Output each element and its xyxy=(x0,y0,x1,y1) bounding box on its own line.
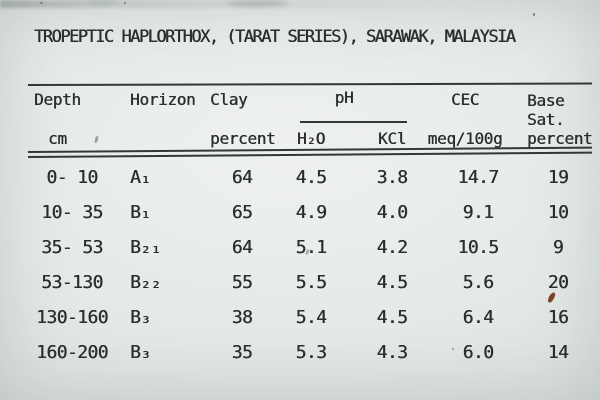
col-header-depth-unit: cm xyxy=(48,129,67,148)
cell-ph-h2o: 5.4 xyxy=(295,307,327,328)
table-row: 10- 35 B₁ 65 4.9 4.0 9.1 10 xyxy=(28,195,592,230)
cell-cec: 6.4 xyxy=(462,307,494,328)
dust-speck xyxy=(533,13,535,16)
table-top-rule xyxy=(27,82,593,87)
cell-depth: 160-200 xyxy=(36,342,108,363)
cell-depth: 10- 35 xyxy=(41,202,103,223)
cell-clay: 64 xyxy=(231,167,253,188)
cell-ph-kcl: 4.3 xyxy=(376,342,408,363)
cell-cec: 9.1 xyxy=(462,202,494,223)
slide-title: TROPEPTIC HAPLORTHOX, (TARAT SERIES), SA… xyxy=(34,27,516,47)
cell-ph-h2o: 5.1 xyxy=(295,237,327,258)
cell-ph-kcl: 4.0 xyxy=(376,202,408,223)
col-header-clay-unit: percent xyxy=(210,129,276,148)
photo-top-edge-shadow xyxy=(0,0,600,8)
cell-horizon: B₂₂ xyxy=(130,272,161,293)
col-header-base-sat: Base xyxy=(527,91,565,110)
cell-cec: 5.6 xyxy=(462,272,494,293)
cell-ph-kcl: 3.8 xyxy=(376,167,408,188)
cell-clay: 55 xyxy=(231,272,253,293)
cell-cec: 10.5 xyxy=(457,237,500,258)
cell-ph-h2o: 5.5 xyxy=(295,272,327,293)
cell-ph-kcl: 4.2 xyxy=(376,237,408,258)
table-row: 0- 10 A₁ 64 4.5 3.8 14.7 19 xyxy=(28,160,592,195)
col-header-ph-h2o: H₂O xyxy=(297,129,325,148)
cell-depth: 0- 10 xyxy=(46,167,98,188)
cell-ph-kcl: 4.5 xyxy=(376,307,408,328)
col-group-header-ph: pH xyxy=(334,88,354,107)
cell-depth: 53-130 xyxy=(41,272,103,293)
cell-clay: 64 xyxy=(231,237,253,258)
col-header-base-sat: Sat. xyxy=(527,110,565,129)
cell-base-sat: 14 xyxy=(547,342,569,363)
table-body: 0- 10 A₁ 64 4.5 3.8 14.7 19 10- 35 B₁ 65… xyxy=(28,160,592,370)
cell-horizon: B₃ xyxy=(130,307,151,328)
col-header-depth: Depth xyxy=(34,90,81,109)
cell-base-sat: 9 xyxy=(552,237,564,258)
cell-base-sat: 19 xyxy=(547,167,569,188)
col-header-cec-unit: meq/100g xyxy=(427,129,503,148)
cell-ph-h2o: 4.9 xyxy=(295,202,327,223)
table-row: 160-200 B₃ 35 5.3 4.3 6.0 14 xyxy=(28,335,592,370)
soil-profile-table: Depth cm Horizon Clay percent pH H₂O KCl… xyxy=(27,82,593,379)
cell-clay: 38 xyxy=(231,307,253,328)
cell-ph-h2o: 4.5 xyxy=(295,167,327,188)
cell-clay: 65 xyxy=(231,202,253,223)
cell-clay: 35 xyxy=(231,342,253,363)
col-header-horizon: Horizon xyxy=(130,90,196,109)
cell-base-sat: 20 xyxy=(547,272,569,293)
cell-ph-h2o: 5.3 xyxy=(295,342,327,363)
table-row: 130-160 B₃ 38 5.4 4.5 6.4 16 xyxy=(28,300,592,335)
cell-depth: 35- 53 xyxy=(41,237,103,258)
table-row: 35- 53 B₂₁ 64 5.1 4.2 10.5 9 xyxy=(28,230,592,265)
cell-horizon: B₁ xyxy=(130,202,151,223)
col-header-ph-kcl: KCl xyxy=(378,129,406,148)
col-header-base-unit: percent xyxy=(527,129,593,148)
cell-cec: 14.7 xyxy=(457,167,500,188)
cell-base-sat: 16 xyxy=(547,307,569,328)
cell-cec: 6.0 xyxy=(462,342,494,363)
photo-smudge xyxy=(88,0,118,5)
col-header-clay: Clay xyxy=(210,90,248,109)
cell-ph-kcl: 4.5 xyxy=(376,272,408,293)
dust-speck xyxy=(124,2,126,4)
cell-depth: 130-160 xyxy=(36,307,108,328)
cell-horizon: A₁ xyxy=(130,167,151,188)
dust-speck xyxy=(40,2,43,4)
table-row: 53-130 B₂₂ 55 5.5 4.5 5.6 20 xyxy=(28,265,592,300)
photo-smudge xyxy=(228,0,288,7)
ph-group-underline xyxy=(300,121,407,123)
cell-base-sat: 10 xyxy=(547,202,569,223)
cell-horizon: B₃ xyxy=(130,342,151,363)
cell-horizon: B₂₁ xyxy=(130,237,161,258)
col-header-cec: CEC xyxy=(451,90,479,109)
